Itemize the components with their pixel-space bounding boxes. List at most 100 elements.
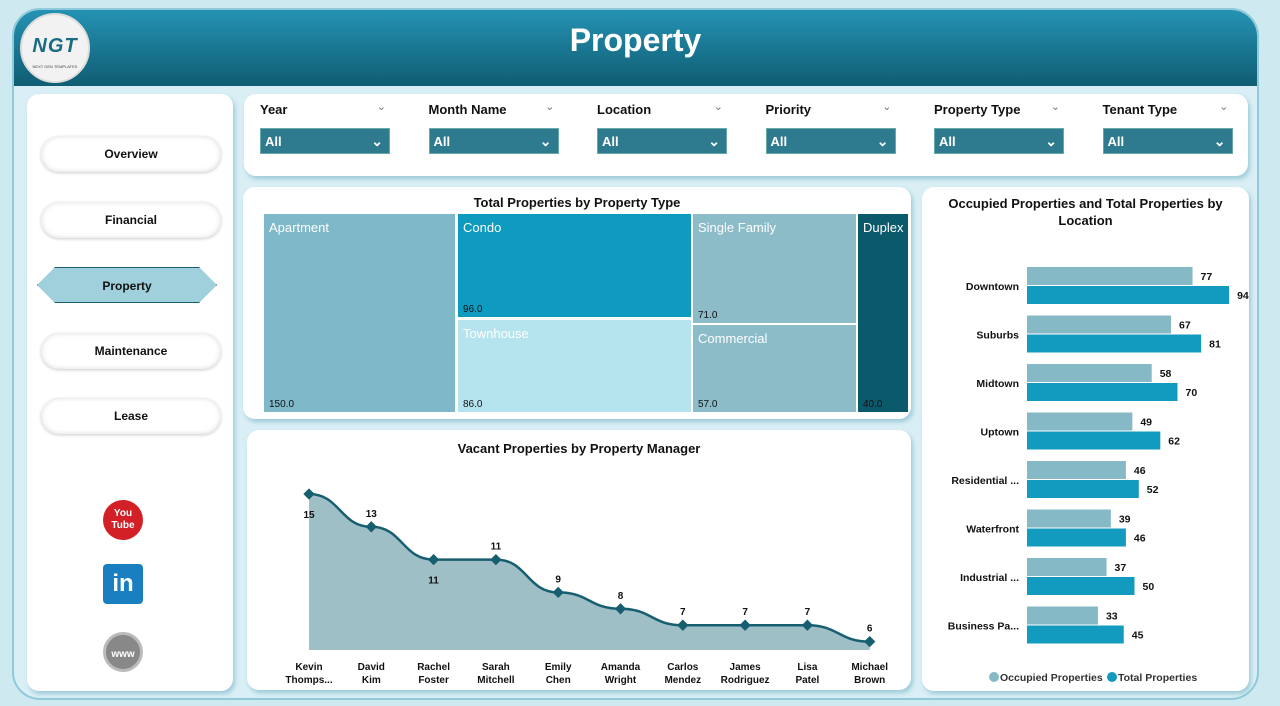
- chevron-down-icon[interactable]: ⌄: [376, 101, 386, 113]
- treemap-tile-duplex[interactable]: Duplex 40.0: [857, 213, 909, 413]
- filter-label: Location: [597, 102, 652, 117]
- x-tick-label: Emily: [545, 662, 572, 673]
- treemap-card: Total Properties by Property Type Apartm…: [243, 187, 911, 419]
- dropdown-value: All: [602, 134, 619, 149]
- data-point[interactable]: [552, 586, 564, 599]
- globe-icon[interactable]: www: [103, 632, 143, 672]
- data-label: 7: [680, 607, 686, 618]
- data-label: 7: [805, 607, 811, 618]
- x-tick-label: Brown: [854, 675, 885, 686]
- filter-tenant-type: Tenant Type ⌄ All ⌄: [1102, 101, 1233, 154]
- filter-label: Priority: [765, 102, 812, 117]
- treemap-tile-condo[interactable]: Condo 96.0: [457, 213, 692, 318]
- nav-property-button[interactable]: Property: [37, 267, 217, 303]
- location-dropdown[interactable]: All ⌄: [597, 128, 727, 154]
- bar-total[interactable]: [1027, 480, 1139, 498]
- data-label: 8: [618, 591, 624, 602]
- x-tick-label: Foster: [418, 675, 449, 686]
- data-point[interactable]: [739, 619, 751, 631]
- treemap-tile-commercial[interactable]: Commercial 57.0: [692, 324, 857, 413]
- treemap-tile-townhouse[interactable]: Townhouse 86.0: [457, 319, 692, 413]
- bar-total[interactable]: [1027, 334, 1202, 353]
- bar-total[interactable]: [1027, 286, 1230, 304]
- data-label: 11: [428, 576, 439, 587]
- filter-label: Tenant Type: [1102, 102, 1178, 117]
- nav-lease-button[interactable]: Lease: [41, 398, 221, 434]
- linkedin-icon[interactable]: in: [103, 564, 143, 604]
- x-tick-label: Sarah: [482, 662, 510, 673]
- tile-label: Single Family: [698, 220, 777, 235]
- bar-total[interactable]: [1027, 431, 1161, 450]
- bar-total[interactable]: [1027, 383, 1178, 401]
- y-tick-label: Suburbs: [976, 330, 1019, 342]
- chevron-down-icon[interactable]: ⌄: [1219, 101, 1229, 113]
- legend-marker: [1107, 672, 1117, 682]
- y-tick-label: Uptown: [981, 427, 1020, 439]
- bar-occupied[interactable]: [1027, 509, 1111, 528]
- data-point[interactable]: [864, 635, 876, 648]
- bar-occupied[interactable]: [1027, 364, 1152, 382]
- x-tick-label: Lisa: [797, 662, 817, 673]
- bar-occupied[interactable]: [1027, 606, 1098, 625]
- legend-label: Total Properties: [1118, 672, 1197, 684]
- y-tick-label: Business Pa...: [948, 621, 1019, 633]
- vacant-chart-card: Vacant Properties by Property Manager 15…: [247, 430, 911, 690]
- property-type-dropdown[interactable]: All ⌄: [934, 128, 1064, 154]
- chevron-down-icon: ⌄: [539, 133, 552, 149]
- youtube-icon[interactable]: You Tube: [103, 500, 143, 540]
- dropdown-value: All: [433, 134, 451, 149]
- bar-occupied[interactable]: [1027, 412, 1133, 431]
- dropdown-value: All: [770, 134, 788, 149]
- header: NGT NEXT GEN TEMPLATES Property: [14, 10, 1257, 86]
- bar-occupied[interactable]: [1027, 461, 1126, 479]
- x-tick-label: Mitchell: [477, 675, 514, 686]
- nav-financial-button[interactable]: Financial: [41, 201, 221, 238]
- bar-total[interactable]: [1027, 625, 1124, 644]
- bar-label: 46: [1134, 465, 1146, 477]
- chevron-down-icon: ⌄: [1213, 133, 1226, 149]
- bar-occupied[interactable]: [1027, 315, 1172, 334]
- bar-occupied[interactable]: [1027, 267, 1193, 285]
- chevron-down-icon[interactable]: ⌄: [882, 101, 892, 113]
- location-chart-title: Occupied Properties and Total Properties…: [948, 196, 1223, 228]
- filter-location: Location ⌄ All ⌄: [597, 101, 727, 154]
- bar-label: 52: [1147, 484, 1159, 496]
- data-label: 6: [867, 624, 873, 635]
- y-tick-label: Midtown: [976, 378, 1019, 390]
- x-tick-label: Thomps...: [285, 675, 332, 686]
- bar-label: 49: [1140, 417, 1152, 429]
- bar-total[interactable]: [1027, 577, 1135, 595]
- bar-label: 94: [1237, 290, 1249, 302]
- filter-property-type: Property Type ⌄ All ⌄: [934, 101, 1064, 154]
- chevron-down-icon[interactable]: ⌄: [545, 101, 555, 113]
- treemap-tile-single-family[interactable]: Single Family 71.0: [692, 213, 857, 324]
- y-tick-label: Downtown: [966, 281, 1019, 293]
- tenant-type-dropdown[interactable]: All ⌄: [1102, 128, 1233, 154]
- area-fill: [309, 494, 870, 650]
- x-tick-label: Chen: [546, 675, 571, 686]
- nav-overview-button[interactable]: Overview: [41, 136, 221, 172]
- month-name-dropdown[interactable]: All ⌄: [428, 128, 559, 154]
- x-tick-label: Amanda: [601, 662, 641, 673]
- filter-label: Month Name: [428, 102, 507, 117]
- priority-dropdown[interactable]: All ⌄: [765, 128, 896, 154]
- area-line: [308, 492, 870, 643]
- tile-label: Condo: [463, 220, 502, 235]
- treemap-tile-apartment[interactable]: Apartment 150.0: [263, 213, 456, 413]
- bar-occupied[interactable]: [1027, 558, 1107, 576]
- data-label: 7: [742, 607, 748, 618]
- data-label: 9: [555, 574, 561, 585]
- filter-priority: Priority ⌄ All ⌄: [765, 101, 896, 154]
- data-label: 13: [366, 509, 378, 520]
- chevron-down-icon[interactable]: ⌄: [1050, 101, 1060, 113]
- tile-label: Duplex: [863, 220, 904, 235]
- tile-value: 57.0: [698, 399, 718, 410]
- chevron-down-icon[interactable]: ⌄: [713, 101, 723, 113]
- logo-subtext: NEXT GEN TEMPLATES: [32, 64, 78, 69]
- dropdown-value: All: [939, 134, 956, 149]
- nav-maintenance-button[interactable]: Maintenance: [41, 332, 221, 369]
- year-dropdown[interactable]: All ⌄: [260, 128, 390, 154]
- bar-total[interactable]: [1027, 528, 1126, 547]
- data-label: 11: [491, 542, 502, 553]
- tile-value: 150.0: [269, 399, 295, 410]
